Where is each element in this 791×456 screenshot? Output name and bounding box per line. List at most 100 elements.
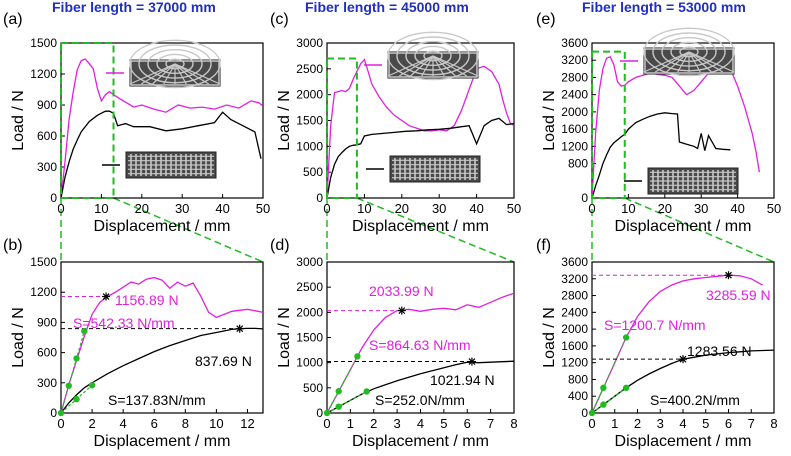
inset-web-structure-spoke xyxy=(688,51,701,73)
x-tick-label-30: 30 xyxy=(432,201,446,216)
y-tick-label-1600: 1600 xyxy=(561,339,588,353)
x-tick-label-5: 5 xyxy=(702,416,709,431)
y-tick-label-3200: 3200 xyxy=(561,53,588,67)
inset-web-structure-spoke xyxy=(152,63,176,85)
x-tick-label-20: 20 xyxy=(135,201,149,216)
x-tick-label-6: 6 xyxy=(464,416,471,431)
y-tick-label-3600: 3600 xyxy=(561,36,588,50)
x-tick-label-10: 10 xyxy=(621,201,635,216)
peak-star-magenta xyxy=(724,271,733,280)
x-tick-label-30: 30 xyxy=(175,201,189,216)
chart-panel-a: 0 10 20 30 40 50 0 300 600 900 1200 1500 Displacemen… xyxy=(3,11,270,235)
x-tick-label-0: 0 xyxy=(588,201,595,216)
zoom-box xyxy=(591,50,626,199)
y-tick-label-0: 0 xyxy=(581,406,588,420)
x-tick-label-20: 20 xyxy=(395,201,409,216)
inset-web-structure-spoke xyxy=(410,55,434,77)
y-tick-label-3600: 3600 xyxy=(561,255,588,269)
inset-web-structure-edge xyxy=(388,52,478,78)
inset-grid-structure xyxy=(125,151,217,179)
stiffness_magenta-point xyxy=(354,353,361,360)
peak-label-magenta: 1156.89 N xyxy=(115,292,179,308)
stiffness_black-fit-line xyxy=(591,386,629,414)
panel-label: (a) xyxy=(3,11,23,28)
peak-star-black xyxy=(467,357,476,366)
x-tick-label-0: 0 xyxy=(323,201,330,216)
y-axis-label: Load / N xyxy=(10,307,27,367)
y-tick-label-1200: 1200 xyxy=(30,285,57,299)
y-tick-label-1500: 1500 xyxy=(30,36,57,50)
peak-star-magenta-stroke xyxy=(398,307,406,315)
peak-star-black-stroke xyxy=(236,325,244,333)
panel-label: (f) xyxy=(536,237,551,254)
peak-star-black-stroke xyxy=(679,355,687,363)
chart-panels: 0 10 20 30 40 50030060090012001500Displacemen… xyxy=(3,11,781,450)
y-tick-label-3200: 3200 xyxy=(561,272,588,286)
inset-web-structure xyxy=(129,39,221,89)
x-tick-label-40: 40 xyxy=(215,201,229,216)
x-tick-label-3: 3 xyxy=(657,416,664,431)
y-tick-label-1200: 1200 xyxy=(561,139,588,153)
origin-point xyxy=(57,409,65,417)
x-axis-label: Displacement / mm xyxy=(615,218,752,235)
zoom-connector-right xyxy=(113,197,264,263)
y-axis-label: Load / N xyxy=(276,90,293,150)
series-line-black xyxy=(592,112,731,198)
peak-star-magenta xyxy=(102,292,111,301)
y-tick-label-500: 500 xyxy=(303,165,323,179)
plot-area xyxy=(327,58,514,198)
peak-star-black xyxy=(235,324,244,333)
series-line-magenta xyxy=(327,58,514,198)
y-tick-label-900: 900 xyxy=(37,98,57,112)
x-tick-label-4: 4 xyxy=(120,416,127,431)
stiffness_magenta-fit-line xyxy=(591,333,629,414)
inset-web-structure-spoke xyxy=(387,55,434,77)
header-col-2: Fiber length = 45000 mm xyxy=(305,0,469,15)
y-tick-label-2400: 2400 xyxy=(561,305,588,319)
y-tick-label-0: 0 xyxy=(581,191,588,205)
y-tick-label-1200: 1200 xyxy=(561,356,588,370)
y-tick-label-300: 300 xyxy=(37,160,57,174)
stiffness_magenta-fit-line xyxy=(326,353,360,414)
panel-label: (b) xyxy=(3,237,23,254)
y-tick-label-2500: 2500 xyxy=(296,62,323,76)
x-tick-label-4: 4 xyxy=(679,416,686,431)
panel-label: (c) xyxy=(270,11,289,28)
plot-frame xyxy=(591,261,775,414)
inset-web-structure-spoke xyxy=(163,63,176,85)
y-tick-label-2000: 2000 xyxy=(296,88,323,102)
y-tick-label-1000: 1000 xyxy=(296,139,323,153)
y-axis-label: Load / N xyxy=(276,307,293,367)
peak-star-black-stroke xyxy=(468,358,476,365)
inset-web-structure-spoke xyxy=(688,51,735,73)
y-tick-label-3000: 3000 xyxy=(296,255,323,269)
stiffness_black-point xyxy=(363,388,370,395)
y-tick-label-1000: 1000 xyxy=(296,356,323,370)
inset-web-structure-spoke xyxy=(654,51,690,73)
panel-label: (e) xyxy=(536,11,556,28)
y-tick-label-0: 0 xyxy=(50,406,57,420)
y-tick-label-1200: 1200 xyxy=(30,67,57,81)
inset-web-structure-spoke xyxy=(643,51,690,73)
inset-web-structure-spoke xyxy=(666,51,690,73)
plot-frame xyxy=(60,42,264,199)
peak-label-black: 837.69 N xyxy=(195,353,252,369)
y-tick-label-300: 300 xyxy=(37,376,57,390)
series-line-black xyxy=(61,110,262,198)
x-tick-label-2: 2 xyxy=(88,416,95,431)
inset-web-structure-edge xyxy=(644,48,734,74)
plot-area xyxy=(61,58,263,198)
inset-web-structure-spoke xyxy=(174,63,198,85)
chart-panel-b: 0 2 4 6 8 10 12 0 300 600 900 1200 1500 Displacement … xyxy=(3,237,264,450)
x-tick-label-1: 1 xyxy=(347,416,354,431)
y-tick-label-3000: 3000 xyxy=(296,36,323,50)
y-tick-label-600: 600 xyxy=(37,129,57,143)
x-tick-label-50: 50 xyxy=(507,201,521,216)
y-tick-label-2800: 2800 xyxy=(561,289,588,303)
zoom-connector-right xyxy=(624,197,775,263)
inset-web-structure-spoke xyxy=(174,63,221,85)
inset-web-structure-spoke xyxy=(432,55,456,77)
zoom-connector-right xyxy=(356,197,515,263)
stiffness_magenta-point xyxy=(73,355,80,362)
y-tick-label-1600: 1600 xyxy=(561,122,588,136)
